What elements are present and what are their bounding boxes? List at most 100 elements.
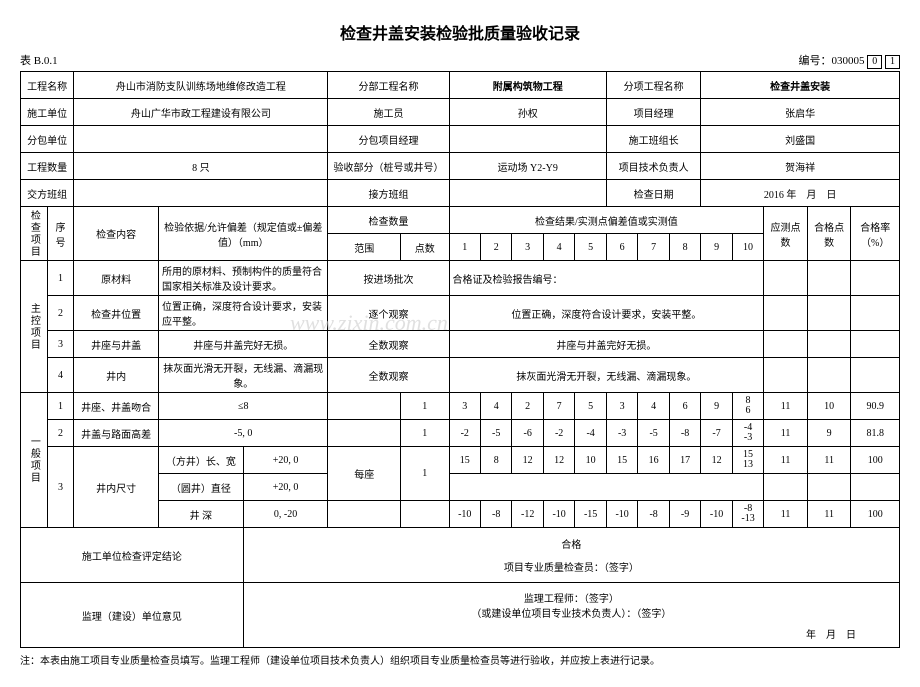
- col-header: 合格点数: [807, 207, 851, 261]
- col-header: 范围: [328, 234, 401, 261]
- value: 检查井盖安装: [701, 72, 900, 99]
- cell: -10: [606, 501, 637, 528]
- cell: 17: [669, 447, 700, 474]
- signoff-label: 施工单位检查评定结论: [21, 528, 244, 583]
- cell: 16: [638, 447, 669, 474]
- cell: 抹灰面光滑无开裂，无线漏、滴漏现象。: [158, 358, 327, 393]
- col-num: 4: [543, 234, 574, 261]
- cell: 1: [401, 447, 449, 501]
- value: [449, 126, 606, 153]
- cell: 井座与井盖: [74, 331, 159, 358]
- value: 8 只: [74, 153, 328, 180]
- value: 2016 年 月 日: [701, 180, 900, 207]
- col-header: 检查项目: [21, 207, 48, 261]
- value: 孙权: [449, 99, 606, 126]
- cell: 1: [401, 420, 449, 447]
- group-label: 主控项目: [21, 261, 48, 393]
- cell: 井盖与路面高差: [74, 420, 159, 447]
- cell: 12: [701, 447, 732, 474]
- cell: 1: [47, 393, 74, 420]
- cell: 10: [575, 447, 607, 474]
- label: 分包项目经理: [328, 126, 449, 153]
- col-num: 6: [606, 234, 637, 261]
- cell: 100: [851, 447, 900, 474]
- cell: 抹灰面光滑无开裂，无线漏、滴漏现象。: [449, 358, 764, 393]
- cell: 15: [606, 447, 637, 474]
- cell: 按进场批次: [328, 261, 449, 296]
- cell: 合格证及检验报告编号：: [449, 261, 764, 296]
- cell: -2: [449, 420, 480, 447]
- col-header: 检查内容: [74, 207, 159, 261]
- cell: 3: [449, 393, 480, 420]
- cell: 所用的原材料、预制构件的质量符合国家相关标准及设计要求。: [158, 261, 327, 296]
- value: [74, 180, 328, 207]
- value: 运动场 Y2-Y9: [449, 153, 606, 180]
- cell: 6: [669, 393, 700, 420]
- cell: 12: [512, 447, 543, 474]
- table-code: 表 B.0.1: [20, 52, 58, 69]
- cell: 90.9: [851, 393, 900, 420]
- cell: -15: [575, 501, 607, 528]
- cell: +20, 0: [243, 447, 328, 474]
- cell: 0, -20: [243, 501, 328, 528]
- col-header: 应测点数: [764, 207, 808, 261]
- cell: 全数观察: [328, 358, 449, 393]
- col-header: 合格率（%）: [851, 207, 900, 261]
- serial-area: 编号：030005 0 1: [799, 52, 901, 69]
- page-title: 检查井盖安装检验批质量验收记录: [20, 20, 900, 44]
- cell: 11: [764, 393, 808, 420]
- value: 贺海祥: [701, 153, 900, 180]
- cell: 81.8: [851, 420, 900, 447]
- signoff-label: 监理（建设）单位意见: [21, 583, 244, 648]
- cell: -10: [449, 501, 480, 528]
- label: 检查日期: [606, 180, 700, 207]
- cell: 原材料: [74, 261, 159, 296]
- group-label: 一般项目: [21, 393, 48, 528]
- cell: -10: [701, 501, 732, 528]
- value: 附属构筑物工程: [449, 72, 606, 99]
- col-num: 10: [732, 234, 763, 261]
- cell: 2: [512, 393, 543, 420]
- cell: 全数观察: [328, 331, 449, 358]
- col-num: 2: [480, 234, 511, 261]
- cell: 井座与井盖完好无损。: [158, 331, 327, 358]
- cell: 12: [543, 447, 574, 474]
- cell: -10: [543, 501, 574, 528]
- cell: -8: [638, 501, 669, 528]
- cell: 9: [701, 393, 732, 420]
- cell: 3: [47, 447, 74, 528]
- footer-note: 注：本表由施工项目专业质量检查员填写。监理工程师（建设单位项目技术负责人）组织项…: [20, 652, 900, 667]
- col-num: 8: [669, 234, 700, 261]
- cell: 2: [47, 296, 74, 331]
- signoff-text: 监理工程师：（签字） （或建设单位项目专业技术负责人）：（签字） 年 月 日: [243, 583, 899, 648]
- cell: -4: [575, 420, 607, 447]
- cell: 4: [638, 393, 669, 420]
- value: [449, 180, 606, 207]
- col-num: 1: [449, 234, 480, 261]
- cell: 15: [449, 447, 480, 474]
- cell: [328, 420, 401, 447]
- cell: -8: [669, 420, 700, 447]
- value: 舟山广华市政工程建设有限公司: [74, 99, 328, 126]
- cell: 4: [480, 393, 511, 420]
- col-num: 9: [701, 234, 732, 261]
- cell: 11: [807, 501, 851, 528]
- cell: -6: [512, 420, 543, 447]
- cell: -5, 0: [158, 420, 327, 447]
- col-num: 3: [512, 234, 543, 261]
- cell: 1: [47, 261, 74, 296]
- cell: 11: [764, 420, 808, 447]
- cell: 井座与井盖完好无损。: [449, 331, 764, 358]
- cell: 检查井位置: [74, 296, 159, 331]
- label: 施工班组长: [606, 126, 700, 153]
- cell: 1: [401, 393, 449, 420]
- cell: 4: [47, 358, 74, 393]
- label: 接方班组: [328, 180, 449, 207]
- cell: -8: [480, 501, 511, 528]
- cell: -12: [512, 501, 543, 528]
- cell: 8 6: [732, 393, 763, 420]
- cell: -7: [701, 420, 732, 447]
- cell: 位置正确，深度符合设计要求，安装平整。: [449, 296, 764, 331]
- cell: 井座、井盖吻合: [74, 393, 159, 420]
- cell: 井 深: [158, 501, 243, 528]
